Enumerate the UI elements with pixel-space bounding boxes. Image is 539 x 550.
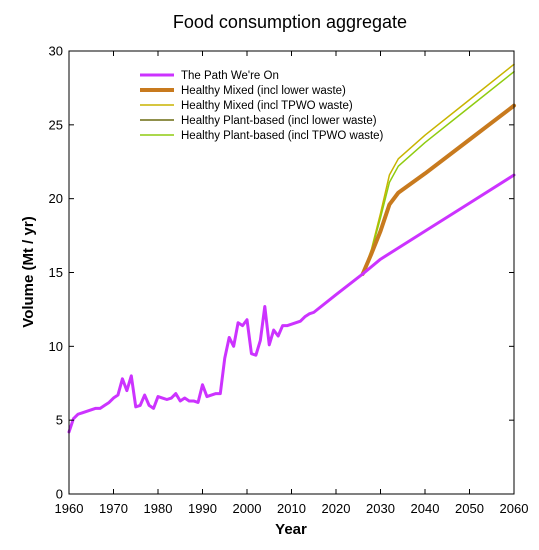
- x-tick-label: 2050: [455, 501, 484, 516]
- plot-area: [69, 51, 514, 494]
- legend-item: Healthy Mixed (incl TPWO waste): [140, 100, 353, 112]
- x-tick-label: 1980: [144, 501, 173, 516]
- legend-label: Healthy Plant-based (incl TPWO waste): [181, 130, 384, 142]
- legend-item: Healthy Plant-based (incl TPWO waste): [140, 130, 384, 142]
- x-tick-label: 1960: [55, 501, 84, 516]
- legend-item: Healthy Mixed (incl lower waste): [140, 85, 346, 97]
- y-tick-label: 15: [49, 265, 63, 280]
- legend-item: The Path We're On: [140, 70, 279, 82]
- x-tick-label: 2060: [500, 501, 529, 516]
- y-tick-label: 0: [56, 487, 63, 502]
- x-tick-label: 1990: [188, 501, 217, 516]
- series-group: [67, 63, 516, 434]
- x-tick-label: 2020: [322, 501, 351, 516]
- x-axis-title: Year: [275, 521, 307, 538]
- y-tick-label: 10: [49, 339, 63, 354]
- legend: The Path We're On Healthy Mixed (incl low…: [140, 70, 384, 142]
- legend-label: Healthy Plant-based (incl lower waste): [181, 115, 377, 127]
- y-tick-label: 20: [49, 191, 63, 206]
- x-tick-label: 2010: [277, 501, 306, 516]
- y-tick-label: 5: [56, 413, 63, 428]
- x-tick-label: 1970: [99, 501, 128, 516]
- plot-background: [69, 51, 514, 494]
- chart-title: Food consumption aggregate: [173, 12, 407, 32]
- x-tick-label: 2040: [411, 501, 440, 516]
- legend-label: The Path We're On: [181, 70, 279, 82]
- axes: 1960 1970 1980 1990 2000 2010 2020 2030 2040 2050…: [49, 44, 529, 517]
- legend-label: Healthy Mixed (incl lower waste): [181, 85, 346, 97]
- y-axis-title: Volume (Mt / yr): [20, 216, 37, 327]
- legend-label: Healthy Mixed (incl TPWO waste): [181, 100, 353, 112]
- y-tick-label: 30: [49, 44, 63, 59]
- x-tick-label: 2000: [233, 501, 262, 516]
- legend-item: Healthy Plant-based (incl lower waste): [140, 115, 377, 127]
- series-line-healthy-mixed-incl-lower-waste: [360, 103, 516, 276]
- series-line-the-path-we-re-on: [67, 173, 516, 434]
- x-tick-label: 2030: [366, 501, 395, 516]
- y-tick-label: 25: [49, 117, 63, 132]
